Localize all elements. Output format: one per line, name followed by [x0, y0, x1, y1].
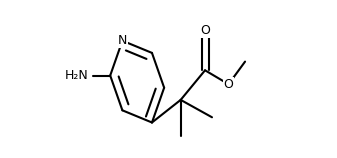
Text: N: N — [118, 34, 127, 47]
Text: O: O — [223, 78, 234, 91]
Text: O: O — [200, 24, 210, 37]
Text: H₂N: H₂N — [65, 69, 88, 82]
